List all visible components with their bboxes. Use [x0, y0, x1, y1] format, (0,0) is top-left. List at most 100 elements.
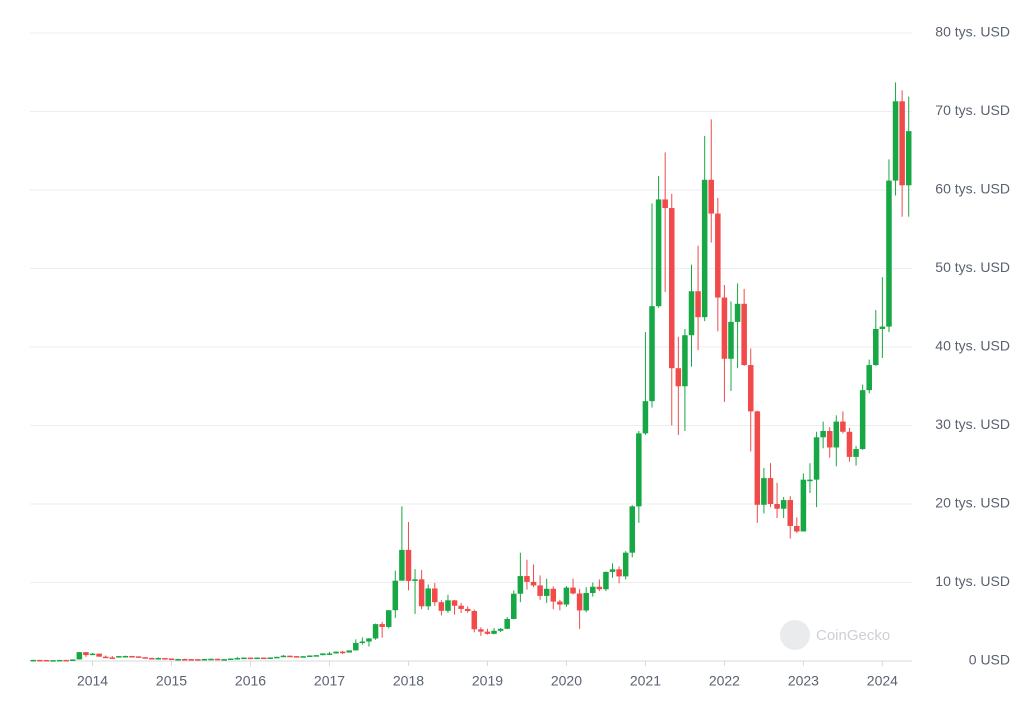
- candle-body: [129, 655, 135, 658]
- candle-body: [346, 650, 352, 653]
- x-tick-label: 2019: [472, 673, 503, 689]
- candle-body: [432, 588, 438, 603]
- candle-body: [826, 430, 833, 448]
- candle-body: [247, 657, 254, 660]
- candle-body: [83, 652, 89, 656]
- candle-body: [195, 659, 201, 661]
- candle-body: [682, 335, 688, 387]
- watermark: CoinGecko: [780, 620, 890, 650]
- candle-body: [787, 500, 793, 526]
- candle-body: [761, 478, 767, 505]
- candle-body: [767, 478, 774, 504]
- y-tick-label: 60 tys. USD: [935, 181, 1010, 197]
- candle-body: [175, 659, 181, 661]
- candle-body: [116, 656, 122, 658]
- candle-body: [339, 651, 346, 654]
- candle-body: [636, 433, 642, 507]
- candle-body: [320, 653, 326, 656]
- x-tick-label: 2022: [709, 673, 740, 689]
- candle-body: [221, 659, 227, 661]
- candle-body: [754, 411, 761, 505]
- candle-body: [609, 569, 616, 572]
- candle-body: [800, 479, 807, 532]
- candle-body: [537, 585, 543, 596]
- candle-body: [655, 199, 662, 307]
- candle-body: [846, 431, 853, 457]
- y-tick-label: 20 tys. USD: [935, 495, 1010, 511]
- candle-body: [820, 430, 826, 438]
- candle-body: [504, 619, 510, 629]
- candle-body: [576, 593, 583, 611]
- candle-body: [37, 659, 43, 662]
- candle-body: [399, 549, 405, 581]
- candle-body: [227, 658, 234, 661]
- candle-body: [873, 328, 879, 366]
- candle-body: [840, 421, 846, 432]
- candle-body: [478, 629, 484, 632]
- candle-body: [392, 580, 399, 611]
- candle-body: [162, 658, 168, 660]
- candle-body: [142, 657, 148, 659]
- candle-body: [280, 655, 287, 658]
- x-tick-label: 2016: [235, 673, 266, 689]
- candle-body: [260, 657, 267, 660]
- candle-body: [214, 658, 221, 661]
- candle-body: [899, 101, 905, 186]
- y-tick-label: 70 tys. USD: [935, 102, 1010, 118]
- candle-body: [484, 631, 491, 634]
- candle-body: [241, 657, 247, 660]
- candle-body: [471, 610, 478, 630]
- candle-body: [780, 500, 787, 509]
- candle-body: [583, 593, 589, 611]
- x-tick-label: 2018: [393, 673, 424, 689]
- candle-body: [122, 655, 129, 658]
- candle-body: [56, 659, 63, 662]
- y-tick-label: 80 tys. USD: [935, 24, 1010, 40]
- candle-body: [833, 421, 840, 448]
- candle-body: [550, 588, 557, 602]
- y-tick-label: 10 tys. USD: [935, 573, 1010, 589]
- candle-body: [497, 628, 504, 631]
- candle-body: [590, 586, 596, 594]
- candle-body: [807, 479, 813, 482]
- candle-body: [464, 608, 471, 611]
- candle-body: [326, 653, 333, 655]
- candle-body: [155, 658, 162, 660]
- candle-body: [701, 179, 708, 318]
- candle-body: [50, 660, 56, 662]
- candle-body: [333, 651, 339, 654]
- candle-body: [234, 658, 241, 660]
- candle-body: [879, 326, 886, 329]
- candle-body: [70, 659, 76, 661]
- candle-body: [853, 449, 859, 457]
- candle-body: [715, 213, 721, 298]
- candle-body: [886, 180, 892, 327]
- candle-body: [570, 587, 576, 594]
- candle-body: [688, 291, 695, 336]
- candle-body: [859, 390, 866, 450]
- candle-body: [892, 101, 899, 181]
- candle-body: [741, 303, 747, 366]
- candle-body: [728, 321, 734, 359]
- candle-body: [89, 653, 96, 656]
- candle-body: [616, 569, 622, 577]
- candle-body: [794, 525, 800, 532]
- candle-body: [109, 657, 116, 659]
- candle-body: [511, 593, 517, 620]
- x-tick-label: 2024: [867, 673, 898, 689]
- candle-body: [451, 600, 458, 606]
- candle-body: [313, 655, 320, 657]
- candle-body: [708, 179, 715, 214]
- candle-body: [695, 291, 701, 318]
- candle-body: [287, 655, 293, 658]
- candle-body: [813, 437, 820, 480]
- candle-body: [372, 624, 379, 639]
- candle-body: [675, 368, 682, 387]
- candle-body: [622, 552, 629, 577]
- y-tick-label: 0 USD: [969, 652, 1010, 668]
- candle-body: [629, 506, 636, 553]
- y-tick-label: 30 tys. USD: [935, 416, 1010, 432]
- candle-body: [438, 602, 445, 611]
- candle-body: [642, 401, 649, 434]
- candle-body: [405, 549, 412, 581]
